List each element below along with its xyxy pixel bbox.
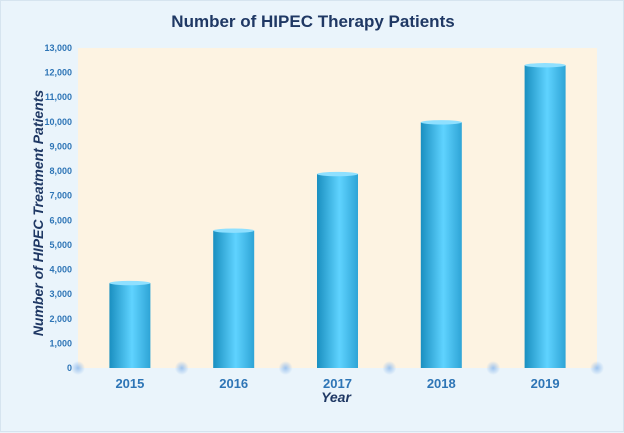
bar bbox=[109, 283, 151, 368]
bar bbox=[317, 174, 358, 368]
y-tick-label: 7,000 bbox=[49, 191, 72, 201]
y-tick-label: 8,000 bbox=[49, 166, 72, 176]
axis-boundary-marker bbox=[278, 361, 293, 375]
x-tick-label: 2015 bbox=[115, 376, 144, 391]
bar-top bbox=[524, 63, 566, 68]
y-tick-label: 13,000 bbox=[44, 43, 72, 53]
axis-boundary-marker bbox=[71, 361, 85, 375]
y-tick-label: 12,000 bbox=[44, 68, 72, 78]
axis-boundary-marker bbox=[174, 361, 189, 375]
bar bbox=[524, 65, 566, 368]
bar bbox=[420, 122, 462, 368]
x-axis-label: Year bbox=[321, 389, 351, 405]
y-tick-label: 4,000 bbox=[49, 265, 72, 275]
axis-boundary-marker bbox=[590, 361, 604, 375]
y-tick-label: 2,000 bbox=[49, 314, 72, 324]
y-tick-label: 3,000 bbox=[49, 289, 72, 299]
chart-title: Number of HIPEC Therapy Patients bbox=[171, 12, 455, 31]
y-tick-label: 0 bbox=[67, 363, 72, 373]
y-tick-label: 5,000 bbox=[49, 240, 72, 250]
bar-top bbox=[109, 280, 151, 286]
y-tick-label: 9,000 bbox=[49, 141, 72, 151]
x-tick-label: 2018 bbox=[427, 376, 456, 391]
x-tick-label: 2019 bbox=[531, 376, 560, 391]
y-tick-label: 1,000 bbox=[49, 338, 72, 348]
x-tick-label: 2017 bbox=[323, 376, 352, 391]
y-tick-label: 11,000 bbox=[45, 92, 72, 102]
axis-boundary-marker bbox=[486, 361, 501, 375]
axis-boundary-marker bbox=[382, 361, 397, 375]
bar-top bbox=[420, 120, 462, 125]
bar bbox=[213, 230, 255, 368]
bar-top bbox=[213, 228, 255, 233]
y-tick-label: 6,000 bbox=[49, 215, 72, 225]
y-tick-label: 10,000 bbox=[44, 117, 72, 127]
x-tick-label: 2016 bbox=[219, 376, 248, 391]
bar-top bbox=[317, 171, 358, 177]
